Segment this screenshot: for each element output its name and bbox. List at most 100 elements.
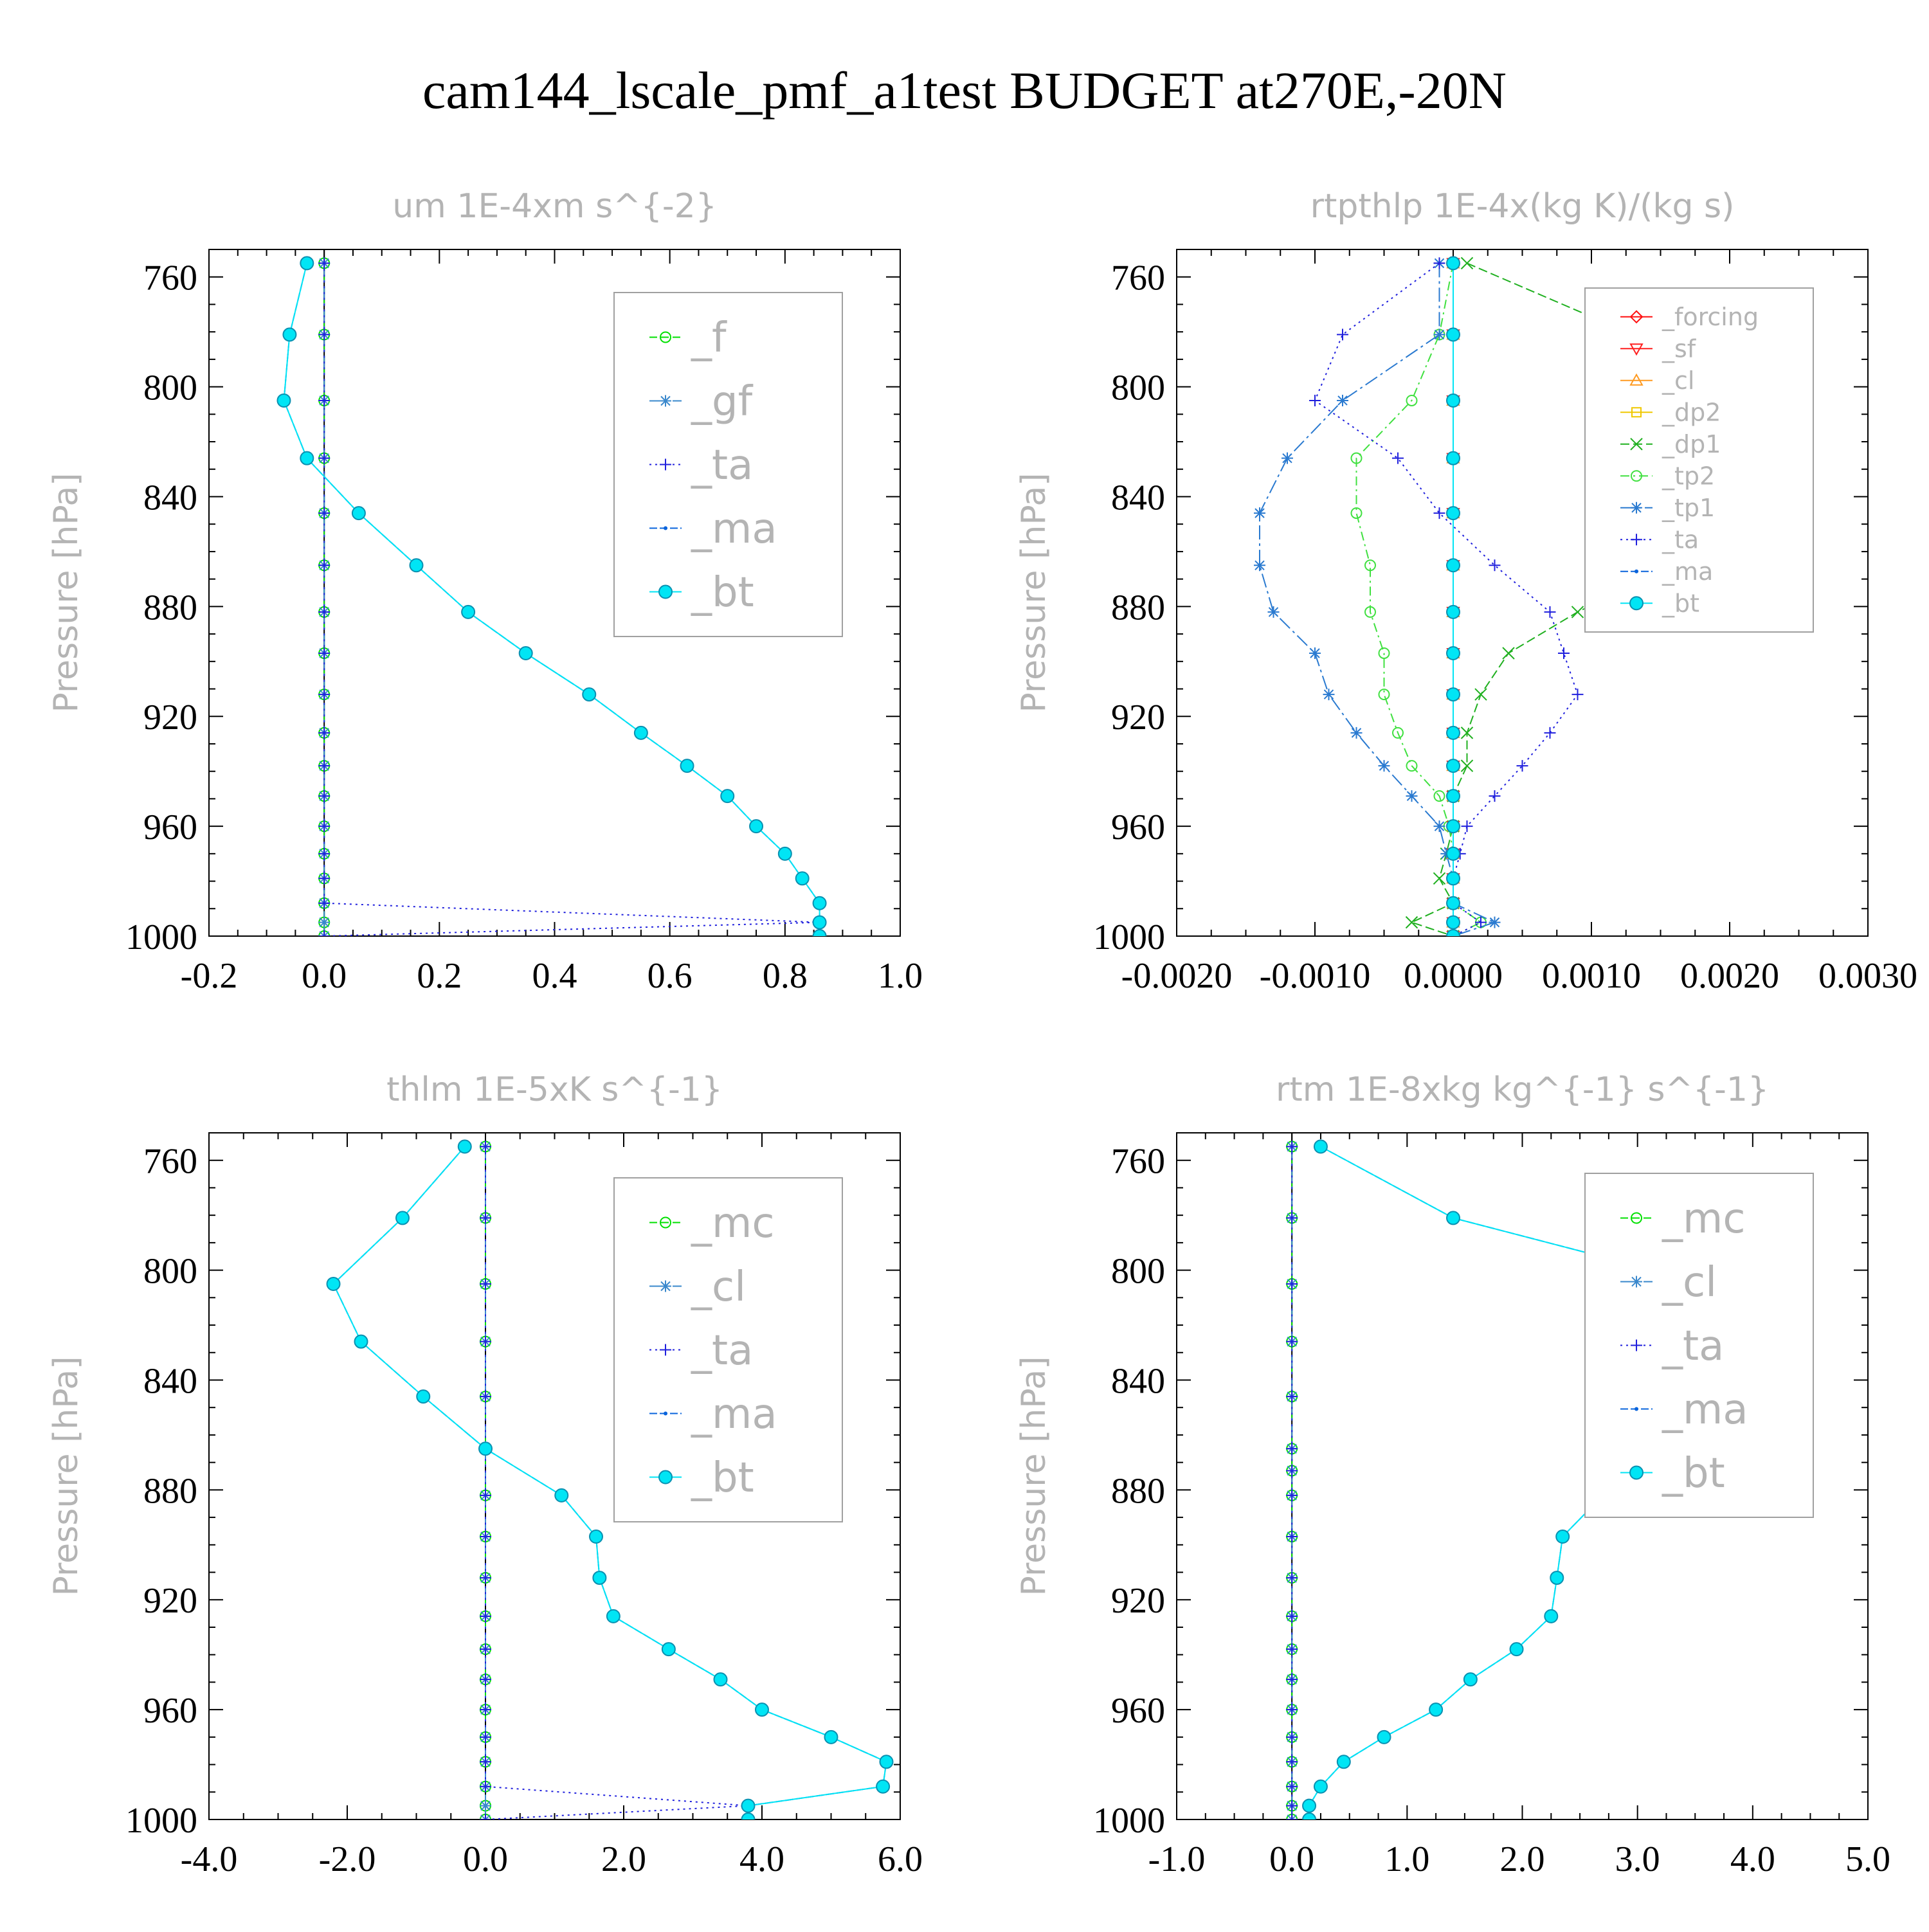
legend-swatch-marker [1629, 596, 1644, 611]
x-tick-label: -2.0 [319, 1839, 376, 1879]
legend-label: _cl [691, 1263, 746, 1311]
y-tick-label: 760 [143, 1142, 197, 1182]
series-point-ta [1286, 1530, 1298, 1542]
series-point-bt [1446, 558, 1460, 573]
series-group [276, 256, 827, 936]
series-point-ta [1286, 1756, 1298, 1768]
series-point-ta [480, 1335, 491, 1348]
series-point-tp1 [1309, 647, 1321, 659]
x-tick-label: 4.0 [1730, 1839, 1775, 1879]
series-point-bt [409, 558, 424, 573]
series-point-ta [318, 394, 331, 406]
legend-swatch-marker [660, 458, 671, 471]
legend-label: _forcing [1662, 303, 1759, 331]
series-point-bt [812, 929, 827, 936]
legend-label: _ta [691, 442, 753, 489]
series-point-bt [1544, 1609, 1559, 1623]
series-point-bt [395, 1211, 410, 1225]
series-point-dp1 [1460, 257, 1474, 270]
series-point-tp1 [1406, 790, 1418, 802]
series-point-tp1 [1433, 329, 1445, 341]
series-point-bt [795, 871, 810, 886]
legend-label: _mc [1662, 1195, 1746, 1243]
series-point-tp1 [1337, 394, 1348, 406]
series-point-tp2 [1406, 394, 1418, 406]
legend-swatch-marker [1635, 1407, 1638, 1411]
y-tick-label: 920 [1111, 1581, 1165, 1621]
series-point-tp2 [1378, 647, 1390, 659]
series-point-dp1 [1502, 647, 1515, 660]
legend-swatch-marker [1631, 1212, 1642, 1224]
y-axis-label: Pressure [hPa] [1015, 473, 1053, 713]
y-tick-label: 840 [143, 1361, 197, 1401]
x-tick-label: 0.0 [1269, 1839, 1314, 1879]
legend-swatch-marker [1629, 1465, 1644, 1480]
series-point-bt [741, 1812, 756, 1819]
series-point-tp1 [1254, 559, 1265, 572]
series-point-ta [1286, 1277, 1298, 1290]
legend-swatch-marker [1631, 501, 1642, 514]
legend-swatch-marker [660, 1344, 671, 1356]
series-point-bt [1446, 451, 1460, 465]
series-point-ta [1286, 1731, 1298, 1743]
series-point-tp1 [1378, 760, 1390, 772]
legend-swatch-marker [664, 526, 667, 530]
series-point-ta [318, 689, 331, 701]
series-point-ta [1558, 647, 1570, 659]
series-point-bt [606, 1609, 620, 1623]
legend-label: _ta [1662, 526, 1699, 554]
y-tick-label: 960 [143, 808, 197, 847]
series-point-ta [318, 329, 331, 341]
series-point-dp1 [1460, 759, 1474, 772]
series-point-ta [480, 1572, 491, 1584]
series-point-tp2 [1350, 452, 1363, 464]
series-point-ta [318, 930, 331, 936]
series-point-bt [326, 1276, 341, 1291]
series-point-ta [1544, 727, 1556, 739]
panel-title: rtpthlp 1E-4x(kg K)/(kg s) [1310, 187, 1735, 226]
series-point-bt [554, 1488, 569, 1503]
series-point-bt [457, 1139, 472, 1154]
series-point-bt [824, 1729, 838, 1744]
series-point-bt [282, 327, 297, 342]
y-tick-label: 800 [143, 1252, 197, 1292]
series-point-ta [1461, 820, 1473, 833]
panel-title: thlm 1E-5xK s^{-1} [386, 1070, 723, 1109]
legend-label: _cl [1662, 1259, 1717, 1306]
series-point-tp2 [1406, 760, 1418, 772]
legend-box [613, 292, 843, 637]
series-point-bt [1377, 1729, 1391, 1744]
series-point-ta [480, 1756, 491, 1768]
x-tick-label: 0.0000 [1404, 956, 1503, 996]
series-point-dp1 [1474, 688, 1487, 701]
series-point-ta [1475, 916, 1487, 928]
legend-label: _dp2 [1662, 399, 1721, 427]
legend-swatch-marker [1630, 438, 1643, 451]
series-point-bt [1446, 687, 1460, 702]
y-tick-label: 760 [1111, 1142, 1165, 1182]
series-point-bt [1446, 896, 1460, 910]
legend-label: _ma [691, 505, 777, 553]
series-point-ta [1392, 452, 1404, 464]
series-point-bt [755, 1702, 769, 1717]
series-point-ta [1286, 1465, 1298, 1477]
x-tick-label: 1.0 [878, 956, 923, 996]
series-point-ta [318, 507, 331, 519]
series-point-dp1 [1405, 916, 1418, 929]
legend-label: _ma [691, 1391, 777, 1438]
series-point-tp1 [1323, 689, 1335, 701]
series-point-ta [318, 257, 331, 269]
y-tick-label: 960 [143, 1691, 197, 1731]
series-point-ta [318, 606, 331, 618]
series-point-bt [713, 1672, 728, 1687]
series-point-ta [318, 760, 331, 772]
chart-panel-1: um 1E-4xm s^{-2} Pressure [hPa] 760 800 840 8… [47, 187, 923, 996]
y-tick-label: 800 [1111, 1252, 1165, 1292]
series-point-ta [1286, 1643, 1298, 1656]
series-point-bt [1555, 1529, 1570, 1544]
x-tick-label: 0.0010 [1542, 956, 1641, 996]
series-point-bt [416, 1389, 431, 1404]
series-point-ta [318, 452, 331, 464]
series-point-bt [518, 646, 533, 660]
